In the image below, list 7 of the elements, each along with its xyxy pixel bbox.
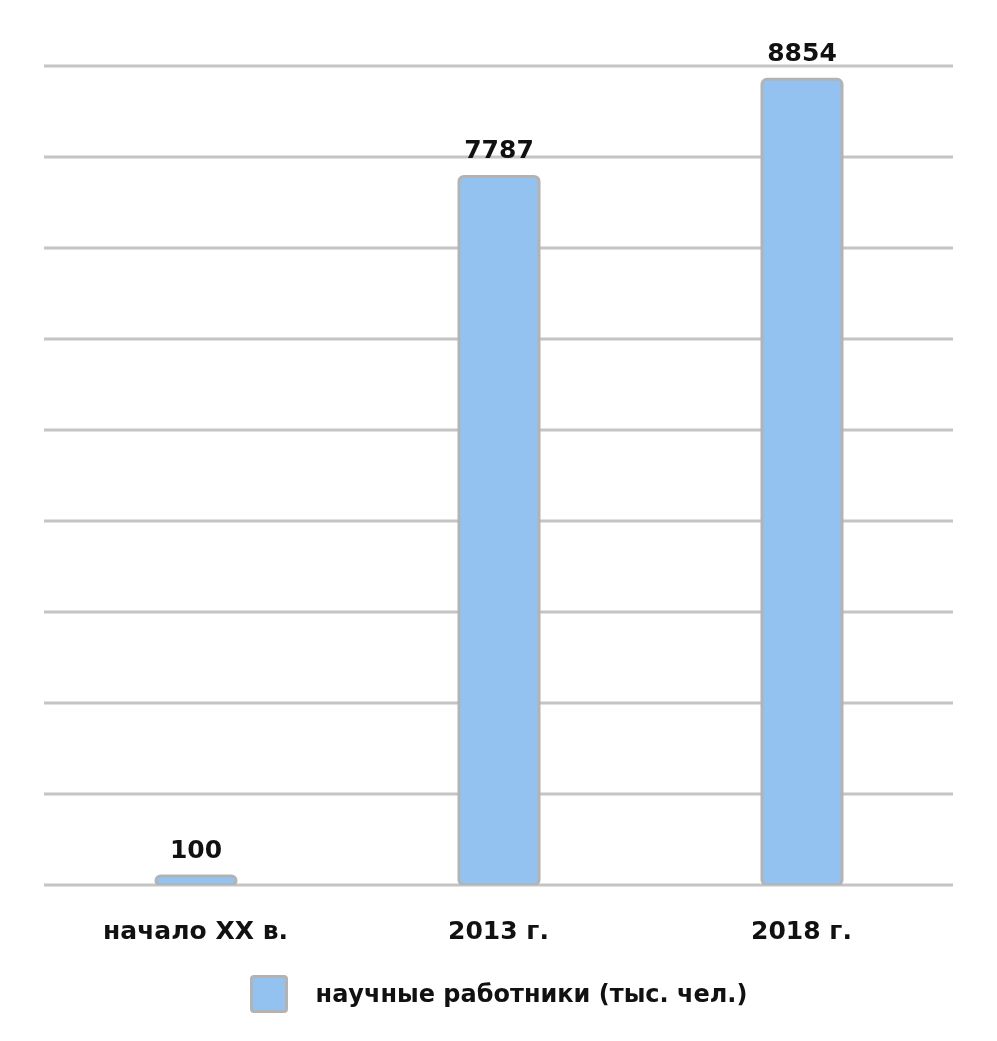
- data-label: 100: [169, 834, 223, 864]
- x-tick-label: начало XX в.: [103, 915, 288, 945]
- data-label: 7787: [464, 135, 534, 165]
- x-tick-label: 2018 г.: [751, 915, 852, 945]
- x-tick-label: 2013 г.: [448, 915, 549, 945]
- data-label: 8854: [767, 38, 837, 68]
- legend-label: научные работники (тыс. чел.): [315, 980, 748, 1008]
